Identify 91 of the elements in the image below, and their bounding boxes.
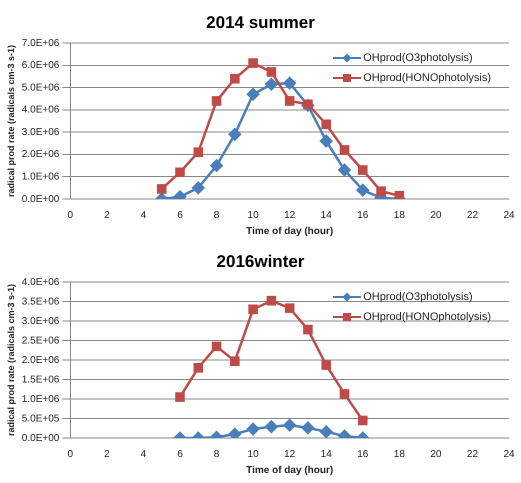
point: [230, 74, 240, 84]
legend-label: OHprod(O3photolysis): [363, 291, 473, 303]
x-tick-label: 22: [466, 448, 478, 460]
legend-label: OHprod(HONOphotolysis): [363, 72, 491, 84]
y-tick-label: 1.0E+06: [22, 394, 60, 405]
x-axis-title: Time of day (hour): [246, 226, 334, 237]
point: [210, 159, 223, 172]
x-tick-label: 14: [320, 448, 332, 460]
point: [302, 422, 314, 434]
point: [156, 184, 167, 194]
x-tick-label: 16: [357, 210, 369, 221]
legend-label: OHprod(HONOphotolysis): [363, 311, 491, 323]
point: [265, 420, 278, 433]
point: [321, 120, 332, 130]
point: [248, 58, 258, 68]
x-tick-label: 2: [104, 448, 110, 460]
x-tick-label: 14: [320, 210, 332, 221]
y-tick-label: 3.5E+06: [22, 296, 60, 308]
point: [228, 428, 242, 438]
point: [175, 167, 185, 178]
point: [266, 296, 276, 306]
y-tick-label: 2.5E+06: [22, 335, 60, 346]
x-tick-label: 8: [214, 448, 220, 460]
point: [338, 164, 351, 176]
point: [284, 96, 294, 106]
x-tick-label: 24: [503, 448, 515, 460]
x-tick-label: 12: [284, 210, 296, 221]
x-tick-label: 6: [177, 448, 184, 460]
point: [303, 324, 313, 334]
y-tick-label: 2.0E+06: [22, 354, 60, 366]
x-tick-label: 22: [466, 210, 478, 221]
y-tick-label: 4.0E+06: [22, 276, 60, 288]
point: [228, 128, 242, 141]
y-tick-label: 0.0E+00: [22, 432, 60, 444]
legend-label: OHprod(O3photolysis): [363, 52, 473, 64]
x-tick-label: 20: [430, 448, 442, 460]
point: [230, 356, 240, 366]
x-tick-label: 0: [68, 210, 74, 221]
y-tick-label: 5.0E+05: [22, 413, 60, 424]
point: [192, 182, 205, 194]
point: [246, 88, 260, 101]
point: [283, 418, 296, 432]
point: [358, 416, 368, 426]
x-tick-label: 4: [140, 448, 147, 460]
y-tick-label: 1.0E+06: [22, 171, 60, 182]
y-tick-label: 6.0E+06: [22, 60, 60, 72]
point: [358, 165, 368, 175]
x-tick-label: 6: [177, 210, 184, 221]
y-tick-label: 4.0E+06: [22, 104, 60, 116]
point: [248, 304, 258, 314]
point: [340, 145, 350, 155]
point: [284, 303, 294, 313]
y-axis-title: radical prod rate (radicals cm-3 s-1): [6, 44, 16, 198]
x-axis-title: Time of day (hour): [246, 464, 334, 476]
point: [265, 78, 278, 90]
x-tick-label: 24: [503, 210, 515, 221]
x-tick-label: 8: [214, 210, 220, 221]
point: [175, 392, 185, 402]
x-tick-label: 16: [357, 448, 369, 460]
point: [321, 360, 332, 370]
y-tick-label: 1.5E+06: [22, 374, 60, 386]
x-tick-label: 4: [140, 210, 147, 221]
point: [356, 184, 370, 196]
y-tick-label: 3.0E+06: [22, 126, 60, 138]
point: [320, 426, 332, 438]
x-tick-label: 2: [104, 210, 110, 221]
y-tick-label: 5.0E+06: [22, 82, 60, 94]
point: [340, 389, 350, 399]
x-tick-label: 20: [430, 210, 442, 221]
chart-title: 2014 summer: [205, 12, 316, 34]
point: [212, 342, 222, 352]
point: [246, 422, 260, 436]
point: [193, 147, 204, 157]
y-tick-label: 7.0E+06: [22, 38, 60, 49]
x-tick-label: 10: [248, 448, 260, 460]
point: [193, 363, 204, 373]
x-tick-label: 18: [394, 448, 406, 460]
point: [283, 76, 296, 90]
y-tick-label: 0.0E+00: [22, 194, 60, 205]
point: [266, 67, 276, 77]
y-tick-label: 2.0E+06: [22, 149, 60, 160]
point: [212, 96, 222, 106]
chart-title: 2016winter: [216, 251, 306, 273]
point: [320, 134, 332, 148]
y-axis-title: radical prod rate (radicals cm-3 s-1): [6, 284, 16, 436]
x-tick-label: 12: [284, 448, 296, 460]
y-tick-label: 3.0E+06: [22, 316, 60, 327]
x-tick-label: 0: [68, 448, 74, 460]
x-tick-label: 18: [394, 210, 406, 221]
x-tick-label: 10: [248, 210, 260, 221]
point: [376, 186, 386, 196]
